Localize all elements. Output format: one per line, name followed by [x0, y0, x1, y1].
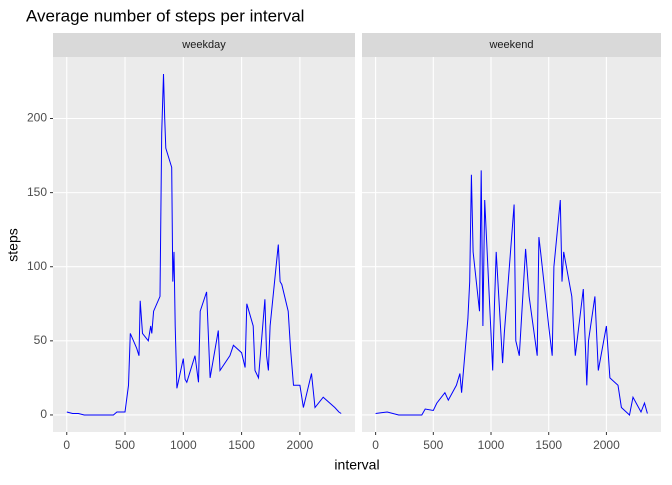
strip-label: weekday — [181, 39, 226, 51]
strip-label: weekend — [488, 39, 533, 51]
x-tick-label: 1500 — [228, 438, 255, 452]
data-line — [66, 73, 342, 416]
y-tick-label: 50 — [34, 333, 48, 347]
y-tick-label: 200 — [27, 111, 47, 125]
x-tick-label: 0 — [63, 438, 70, 452]
x-tick-label: 0 — [372, 438, 379, 452]
strip-background — [53, 33, 355, 57]
y-axis-label: steps — [5, 228, 21, 261]
x-axis-label: interval — [334, 457, 379, 473]
x-tick-label: 1000 — [170, 438, 197, 452]
y-tick-label: 100 — [27, 259, 47, 273]
data-line — [375, 170, 648, 416]
x-tick-label: 2000 — [287, 438, 314, 452]
strip-background — [362, 33, 661, 57]
x-tick-label: 500 — [115, 438, 135, 452]
chart-title: Average number of steps per interval — [26, 6, 304, 25]
x-tick-label: 500 — [423, 438, 443, 452]
panel-background — [53, 57, 355, 432]
x-tick-label: 2000 — [593, 438, 620, 452]
x-tick-label: 1500 — [535, 438, 562, 452]
y-tick-label: 0 — [40, 407, 47, 421]
x-tick-label: 1000 — [478, 438, 505, 452]
y-tick-label: 150 — [27, 185, 47, 199]
